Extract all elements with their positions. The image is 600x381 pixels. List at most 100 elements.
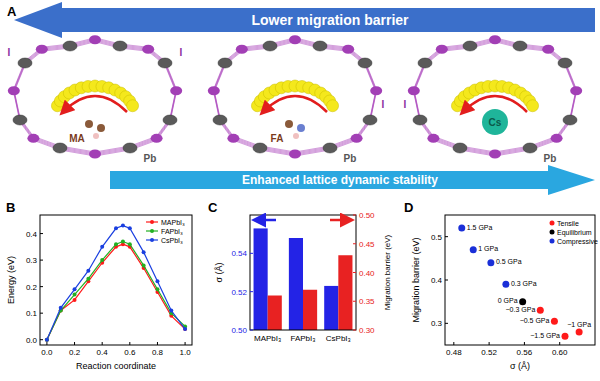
arrow-label: Enhanced lattice dynamic stability bbox=[242, 173, 438, 187]
x-tick-label: 0.56 bbox=[517, 348, 533, 357]
y-tick-label: 0.5 bbox=[431, 233, 443, 242]
y-tick bbox=[250, 330, 253, 331]
point-label: −1 GPa bbox=[567, 321, 591, 328]
x-tick bbox=[559, 342, 560, 345]
lead-atom bbox=[158, 58, 172, 68]
cation-atom bbox=[293, 133, 299, 139]
bar bbox=[254, 228, 268, 330]
lead-label: Pb bbox=[344, 153, 357, 164]
migration-arrow bbox=[63, 96, 127, 112]
iodine-atom bbox=[89, 35, 101, 44]
iodine-atom bbox=[27, 134, 39, 143]
cation-atom bbox=[285, 120, 293, 128]
data-point bbox=[121, 224, 125, 228]
point-label: 0.3 GPa bbox=[511, 280, 537, 287]
x-axis-title: Reaction coordinate bbox=[76, 361, 156, 371]
panel-label: B bbox=[6, 200, 15, 215]
y-axis-title: Energy (eV) bbox=[6, 256, 16, 304]
point-label: 1.5 GPa bbox=[467, 224, 493, 231]
migration-path bbox=[327, 100, 339, 112]
data-point bbox=[576, 329, 583, 336]
x-tick-label: 0.6 bbox=[124, 348, 136, 357]
y-tick bbox=[40, 233, 43, 234]
iodine-atom bbox=[489, 35, 501, 44]
x-tick-label: 1.0 bbox=[180, 348, 192, 357]
lead-atom bbox=[463, 41, 477, 51]
x-tick-label: 0.4 bbox=[97, 348, 109, 357]
iodine-label: I bbox=[382, 99, 385, 110]
legend-marker bbox=[150, 238, 154, 242]
iodine-atom bbox=[36, 45, 48, 54]
iodine-atom bbox=[89, 150, 101, 159]
data-point bbox=[519, 298, 526, 305]
lead-atom bbox=[18, 58, 32, 68]
x-tick-label: 0.52 bbox=[481, 348, 497, 357]
data-point bbox=[114, 226, 118, 230]
x-tick-label: FAPbI₃ bbox=[290, 334, 315, 343]
iodine-atom bbox=[408, 86, 420, 95]
y-axis-title: σ (Å) bbox=[214, 262, 224, 282]
x-tick bbox=[129, 342, 130, 345]
lead-atom bbox=[163, 115, 177, 125]
data-point bbox=[86, 277, 90, 281]
y-tick-label: 0.40 bbox=[359, 269, 375, 278]
lead-atom bbox=[563, 115, 577, 125]
y-tick-label: 0.4 bbox=[26, 230, 38, 239]
iodine-atom bbox=[142, 45, 154, 54]
y-tick bbox=[445, 280, 448, 281]
y-tick-label: 0.1 bbox=[26, 309, 38, 318]
data-point bbox=[45, 338, 49, 342]
lead-atom bbox=[313, 41, 327, 51]
legend-marker bbox=[550, 239, 555, 244]
lead-atom bbox=[213, 115, 227, 125]
cation-atom bbox=[97, 124, 105, 132]
migration-arrow bbox=[263, 96, 327, 112]
y-tick-label: 0.3 bbox=[26, 256, 38, 265]
migration-path bbox=[527, 100, 539, 112]
data-point bbox=[86, 269, 90, 273]
y-tick-label: 0.30 bbox=[359, 326, 375, 335]
legend-label: CsPbI₃ bbox=[161, 237, 183, 244]
point-label: 0 GPa bbox=[498, 297, 518, 304]
data-point bbox=[128, 226, 132, 230]
x-tick-label: 0.60 bbox=[552, 348, 568, 357]
y-tick-label: 0.35 bbox=[359, 297, 375, 306]
lead-atom bbox=[513, 41, 527, 51]
cation-atom bbox=[297, 124, 305, 132]
y-tick bbox=[250, 291, 253, 292]
legend: MAPbI₃FAPbI₃CsPbI₃ bbox=[146, 219, 185, 244]
lead-atom bbox=[13, 115, 27, 125]
y-tick-label: 0.50 bbox=[231, 326, 247, 335]
iodine-atom bbox=[351, 134, 363, 143]
x-tick bbox=[524, 342, 525, 345]
panel-label: D bbox=[404, 200, 413, 215]
point-label: −0.5 GPa bbox=[520, 317, 550, 324]
lead-label: Pb bbox=[144, 153, 157, 164]
iodine-atom bbox=[570, 86, 582, 95]
data-point bbox=[121, 240, 125, 244]
y-tick bbox=[445, 323, 448, 324]
data-point bbox=[562, 333, 569, 340]
legend: TensileEquilibriumCompressive bbox=[550, 220, 598, 246]
lead-atom bbox=[323, 143, 337, 153]
lead-atom bbox=[363, 115, 377, 125]
plot-frame bbox=[40, 215, 192, 345]
lead-atom bbox=[53, 143, 67, 153]
lead-atom bbox=[253, 143, 267, 153]
cation-label: MA bbox=[69, 133, 85, 144]
y-tick-label: 0.2 bbox=[26, 283, 38, 292]
lead-atom bbox=[413, 115, 427, 125]
iodine-atom bbox=[427, 134, 439, 143]
data-point bbox=[45, 338, 49, 342]
cation-atom bbox=[482, 109, 508, 135]
y-tick bbox=[40, 339, 43, 340]
bar bbox=[324, 286, 338, 330]
point-label: −0.3 GPa bbox=[506, 306, 536, 313]
lead-atom bbox=[218, 58, 232, 68]
bar bbox=[268, 296, 282, 331]
data-point bbox=[73, 287, 77, 291]
iodine-atom bbox=[436, 45, 448, 54]
y-tick-label: 0.45 bbox=[359, 240, 375, 249]
cation-label: Cs bbox=[489, 117, 502, 128]
legend-label: Equilibrium bbox=[557, 229, 592, 237]
